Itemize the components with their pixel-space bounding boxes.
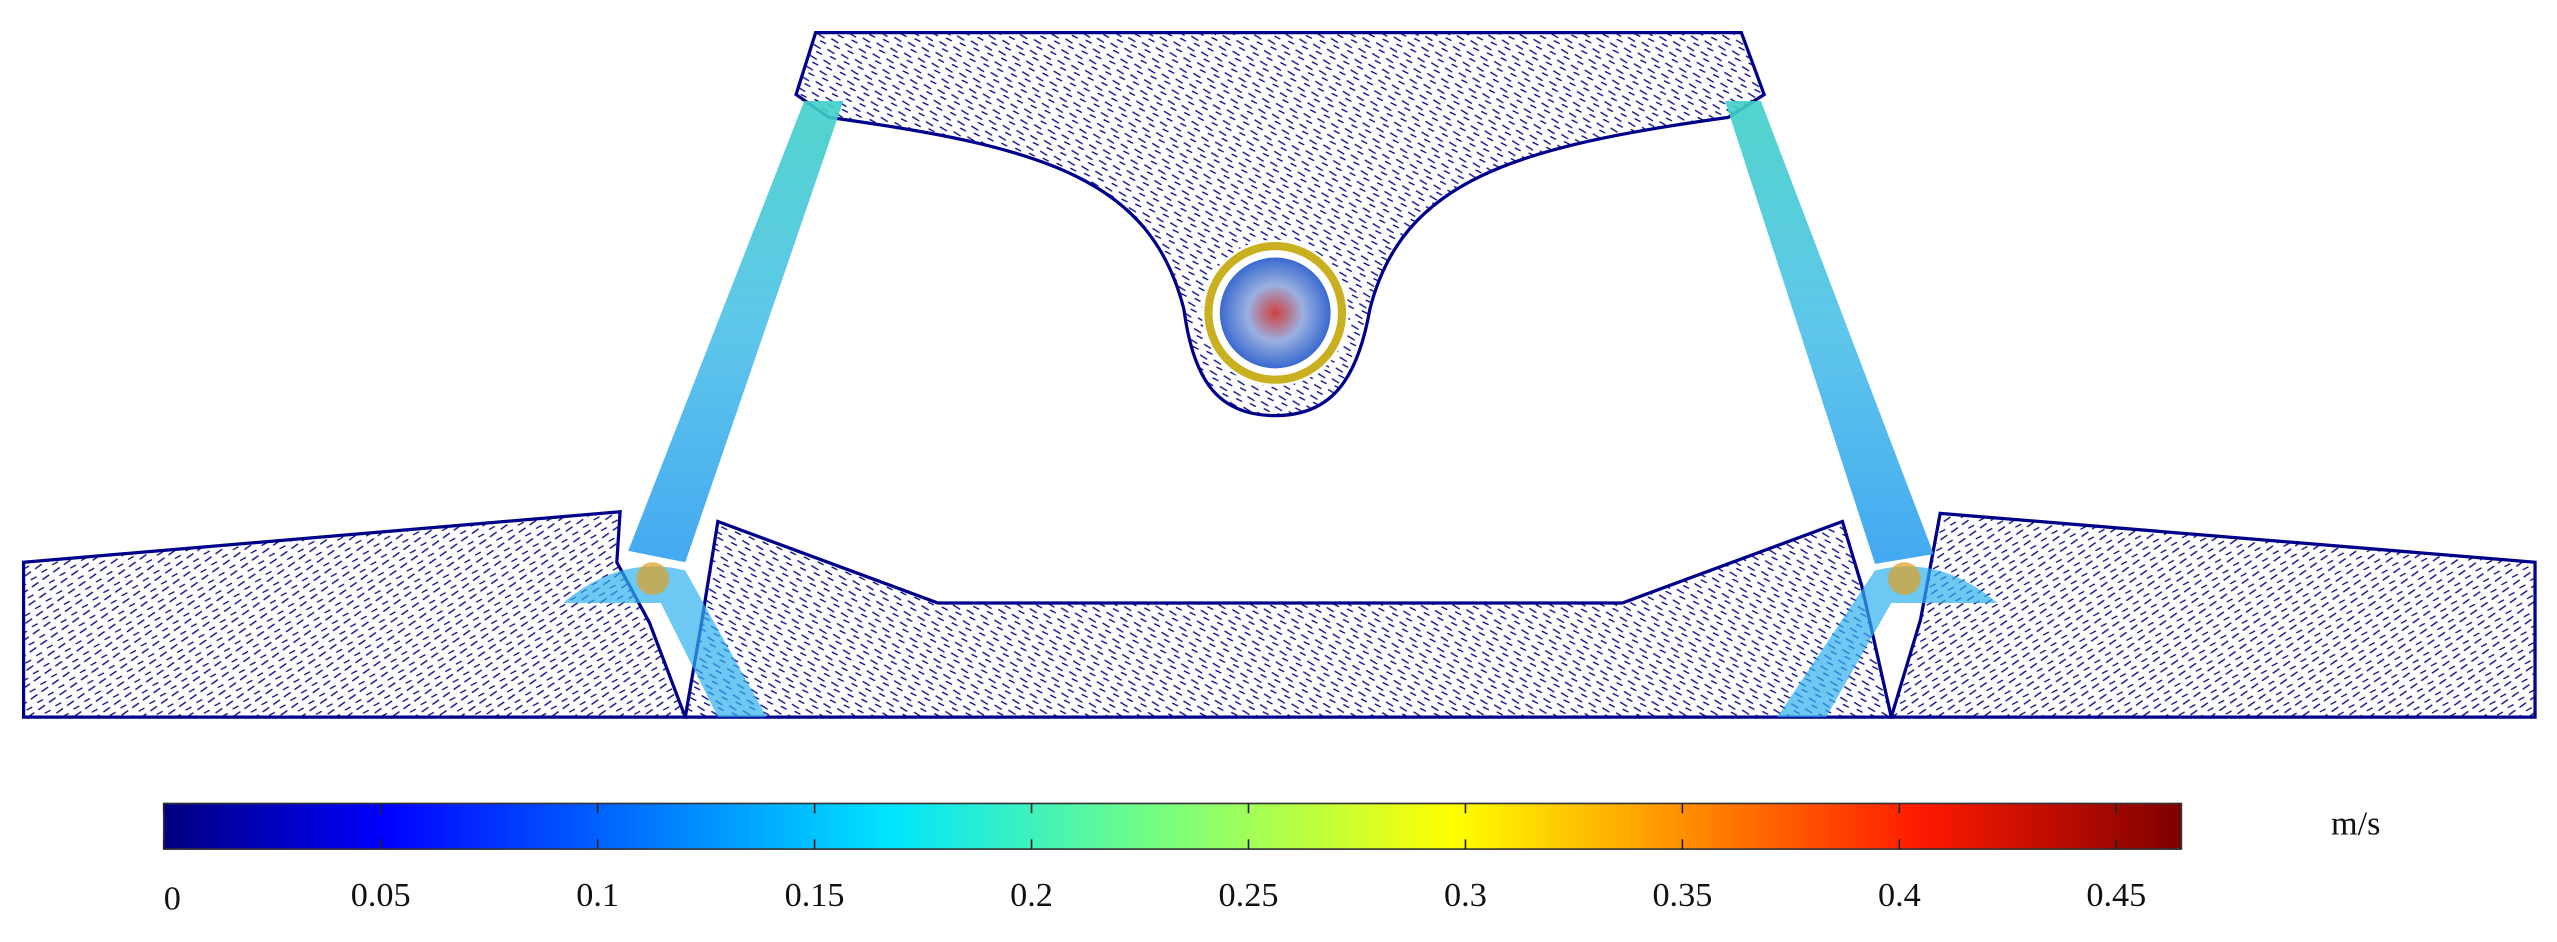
- tick-label: 0.25: [1219, 877, 1279, 914]
- tick-label: 0.05: [351, 877, 411, 914]
- tick-label: 0.35: [1652, 877, 1712, 914]
- tick-label: 0.45: [2086, 877, 2146, 914]
- flow-domain: [21, 30, 2537, 719]
- tick-label: 0.2: [1010, 877, 1053, 914]
- colorbar: [162, 802, 2183, 850]
- colorbar-unit: m/s: [2331, 805, 2380, 842]
- tick-label: 0.4: [1878, 877, 1921, 914]
- tick-label: 0: [164, 880, 181, 917]
- tick-label: 0.1: [576, 877, 619, 914]
- tick-label: 0.15: [785, 877, 845, 914]
- tick-label: 0.3: [1444, 877, 1487, 914]
- colorbar-ticks: 0 0.05 0.1 0.15 0.2 0.25 0.3 0.35 0.4 0.45: [162, 803, 2146, 917]
